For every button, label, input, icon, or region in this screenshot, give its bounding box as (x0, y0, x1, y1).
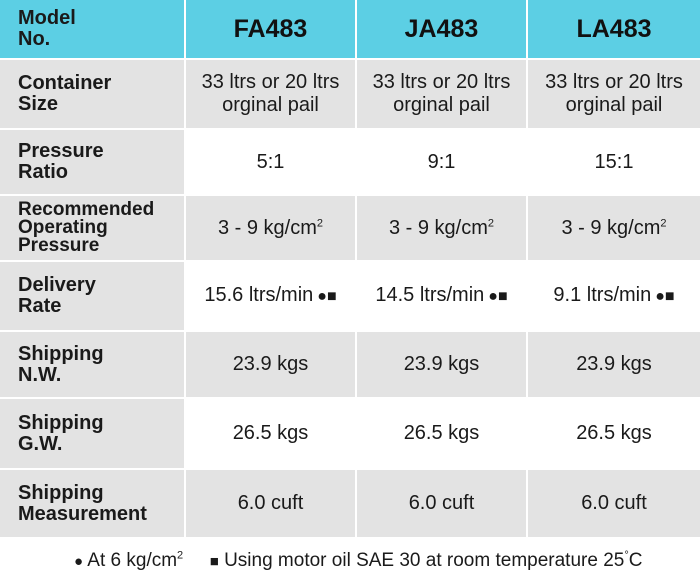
cell-pressure-ratio-fa483: 5:1 (186, 130, 357, 196)
row-label-line: Rate (18, 295, 62, 317)
note-symbols-icon: ●■ (655, 288, 675, 305)
footnote-circle-text: At 6 kg/cm (87, 550, 178, 571)
cell-text: 3 - 9 kg/cm (388, 216, 488, 239)
row-shipping-gw: Shipping G.W. 26.5 kgs 26.5 kgs 26.5 kgs (0, 399, 700, 470)
cell-shipping-measurement-la483: 6.0 cuft (528, 470, 700, 539)
row-pressure-ratio: Pressure Ratio 5:1 9:1 15:1 (0, 130, 700, 196)
note-symbols-icon: ●■ (317, 288, 337, 305)
row-label-delivery-rate: Delivery Rate (0, 262, 186, 332)
row-operating-pressure: Recommended Operating Pressure 3 - 9 kg/… (0, 196, 700, 262)
row-label-container-size: Container Size (0, 60, 186, 130)
superscript: 2 (316, 216, 324, 229)
cell-text: 3 - 9 kg/cm (561, 216, 661, 239)
model-header-ja483: JA483 (357, 0, 528, 60)
note-symbols-icon: ●■ (488, 288, 508, 305)
model-header-fa483: FA483 (186, 0, 357, 60)
cell-operating-pressure-la483: 3 - 9 kg/cm2 (528, 196, 700, 262)
row-label-line: G.W. (18, 432, 63, 455)
cell-shipping-nw-la483: 23.9 kgs (528, 332, 700, 399)
row-label-shipping-measurement: Shipping Measurement (0, 470, 186, 539)
footnote: ● At 6 kg/cm2 ■ Using motor oil SAE 30 a… (74, 549, 694, 574)
row-shipping-measurement: Shipping Measurement 6.0 cuft 6.0 cuft 6… (0, 470, 700, 539)
footnote-circle-sup: 2 (177, 549, 184, 562)
cell-shipping-nw-fa483: 23.9 kgs (186, 332, 357, 399)
footnote-square-text: Using motor oil SAE 30 at room temperatu… (224, 550, 625, 571)
cell-shipping-nw-ja483: 23.9 kgs (357, 332, 528, 399)
header-label-line1: Model (18, 7, 76, 29)
row-label-pressure-ratio: Pressure Ratio (0, 130, 186, 196)
cell-text: 3 - 9 kg/cm (217, 216, 317, 239)
model-header-la483: LA483 (528, 0, 700, 60)
row-shipping-nw: Shipping N.W. 23.9 kgs 23.9 kgs 23.9 kgs (0, 332, 700, 399)
cell-shipping-gw-ja483: 26.5 kgs (357, 399, 528, 470)
cell-shipping-gw-la483: 26.5 kgs (528, 399, 700, 470)
cell-text: 33 ltrs or 20 ltrs (545, 71, 683, 93)
row-label-line: N.W. (18, 363, 62, 386)
cell-shipping-gw-fa483: 26.5 kgs (186, 399, 357, 470)
cell-text: orginal pail (393, 94, 490, 116)
square-bullet-icon: ■ (209, 553, 219, 570)
row-container-size: Container Size 33 ltrs or 20 ltrs orgina… (0, 60, 700, 130)
cell-text: 15.6 ltrs/min (204, 284, 314, 306)
row-label-line: Shipping (18, 411, 104, 434)
circle-bullet-icon: ● (74, 553, 84, 570)
cell-text: 9.1 ltrs/min (553, 284, 652, 306)
cell-pressure-ratio-ja483: 9:1 (357, 130, 528, 196)
row-label-operating-pressure: Recommended Operating Pressure (0, 196, 186, 262)
row-label-line: Measurement (18, 502, 147, 525)
cell-text: orginal pail (565, 94, 663, 116)
header-row: Model No. FA483 JA483 LA483 (0, 0, 700, 60)
header-label-line2: No. (18, 28, 51, 50)
cell-text: 33 ltrs or 20 ltrs (372, 71, 511, 93)
degree-symbol: ° (624, 549, 629, 562)
row-label-shipping-gw: Shipping G.W. (0, 399, 186, 470)
row-label-line: Recommended (18, 199, 155, 220)
superscript: 2 (487, 216, 495, 229)
cell-text: 33 ltrs or 20 ltrs (201, 71, 340, 93)
cell-pressure-ratio-la483: 15:1 (528, 130, 700, 196)
cell-delivery-rate-fa483: 15.6 ltrs/min ●■ (186, 262, 357, 332)
row-label-line: Size (18, 93, 59, 115)
cell-delivery-rate-la483: 9.1 ltrs/min ●■ (528, 262, 700, 332)
row-label-line: Container (18, 72, 112, 94)
row-label-line: Operating (18, 217, 108, 238)
cell-container-size-la483: 33 ltrs or 20 ltrs orginal pail (528, 60, 700, 130)
cell-container-size-ja483: 33 ltrs or 20 ltrs orginal pail (357, 60, 528, 130)
cell-operating-pressure-fa483: 3 - 9 kg/cm2 (186, 196, 357, 262)
row-label-shipping-nw: Shipping N.W. (0, 332, 186, 399)
superscript: 2 (660, 216, 667, 229)
cell-delivery-rate-ja483: 14.5 ltrs/min ●■ (357, 262, 528, 332)
header-label-cell: Model No. (0, 0, 186, 60)
cell-container-size-fa483: 33 ltrs or 20 ltrs orginal pail (186, 60, 357, 130)
spec-table: Model No. FA483 JA483 LA483 Container Si… (0, 0, 700, 539)
cell-text: orginal pail (222, 94, 319, 116)
cell-shipping-measurement-fa483: 6.0 cuft (186, 470, 357, 539)
row-label-line: Delivery (18, 274, 96, 296)
cell-text: 14.5 ltrs/min (375, 284, 485, 306)
row-label-line: Shipping (18, 481, 104, 504)
row-delivery-rate: Delivery Rate 15.6 ltrs/min ●■ 14.5 ltrs/… (0, 262, 700, 332)
row-label-line: Pressure (18, 140, 104, 162)
footnote-unit: C (628, 550, 643, 571)
row-label-line: Pressure (18, 235, 100, 256)
row-label-line: Ratio (18, 161, 68, 183)
row-label-line: Shipping (18, 342, 104, 365)
cell-operating-pressure-ja483: 3 - 9 kg/cm2 (357, 196, 528, 262)
cell-shipping-measurement-ja483: 6.0 cuft (357, 470, 528, 539)
